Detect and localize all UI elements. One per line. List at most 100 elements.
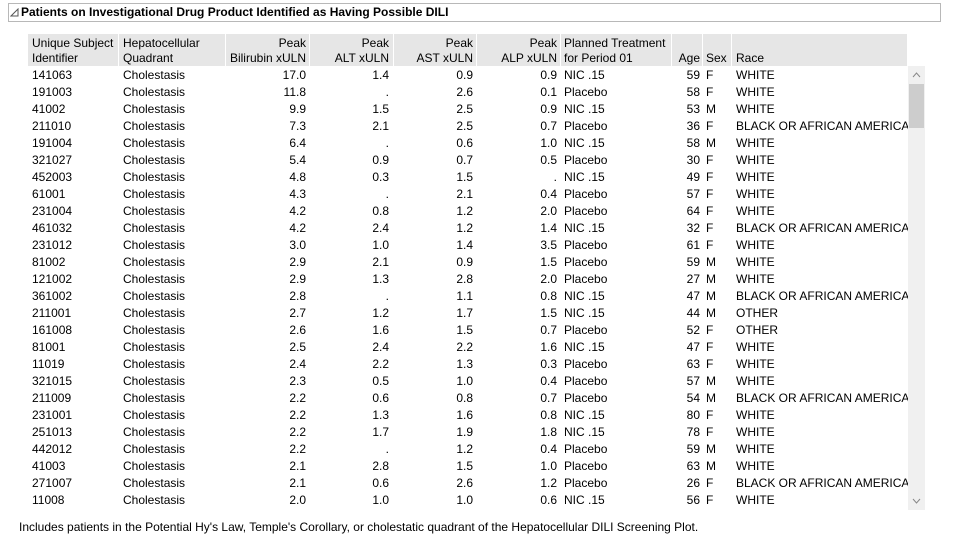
table-cell: Cholestasis bbox=[123, 119, 186, 133]
table-cell: 57 bbox=[686, 374, 700, 388]
table-cell: OTHER bbox=[736, 306, 778, 320]
table-cell: NIC .15 bbox=[564, 408, 605, 422]
table-cell: F bbox=[706, 323, 714, 337]
column-header: Peak bbox=[278, 36, 306, 50]
table-cell: 1.5 bbox=[540, 255, 557, 269]
table-cell: 41003 bbox=[32, 459, 66, 473]
table-cell: 461032 bbox=[32, 221, 73, 235]
table-cell: 1.5 bbox=[456, 170, 473, 184]
table-cell: F bbox=[706, 204, 714, 218]
table-cell: 2.9 bbox=[289, 272, 306, 286]
column-header: Peak bbox=[361, 36, 389, 50]
table-cell: F bbox=[706, 493, 714, 507]
table-cell: 271007 bbox=[32, 476, 73, 490]
table-cell: 26 bbox=[686, 476, 700, 490]
table-cell: 1.3 bbox=[456, 357, 473, 371]
table-cell: 0.4 bbox=[540, 187, 557, 201]
table-cell: 2.8 bbox=[372, 459, 389, 473]
table-cell: 0.6 bbox=[456, 136, 473, 150]
header-cell[interactable] bbox=[119, 34, 225, 66]
table-cell: 0.4 bbox=[540, 442, 557, 456]
table-cell: 6.4 bbox=[289, 136, 306, 150]
table-cell: 63 bbox=[686, 459, 700, 473]
table-cell: 2.6 bbox=[456, 476, 473, 490]
table-cell: F bbox=[706, 221, 714, 235]
table-cell: 54 bbox=[686, 391, 700, 405]
table-cell: 1.5 bbox=[456, 459, 473, 473]
table-cell: 1.3 bbox=[372, 272, 389, 286]
table-cell: M bbox=[706, 255, 716, 269]
table-cell: Placebo bbox=[564, 119, 608, 133]
table-cell: 1.0 bbox=[540, 136, 557, 150]
table-cell: Placebo bbox=[564, 442, 608, 456]
table-cell: 211009 bbox=[32, 391, 72, 405]
table-cell: 1.0 bbox=[456, 493, 473, 507]
table-cell: 2.4 bbox=[372, 340, 389, 354]
disclosure-icon[interactable] bbox=[10, 8, 20, 18]
column-header: Unique Subject bbox=[32, 36, 114, 50]
header-cell[interactable] bbox=[561, 34, 671, 66]
table-cell: 2.1 bbox=[289, 459, 306, 473]
table-cell: . bbox=[385, 85, 389, 99]
table-cell: 2.1 bbox=[456, 187, 473, 201]
header-cell[interactable] bbox=[703, 34, 731, 66]
table-cell: 81001 bbox=[32, 340, 66, 354]
header-cell[interactable] bbox=[226, 34, 309, 66]
table-cell: 2.1 bbox=[372, 255, 389, 269]
header-cell[interactable] bbox=[310, 34, 393, 66]
scroll-down[interactable] bbox=[908, 495, 925, 507]
table-cell: 251013 bbox=[32, 425, 73, 439]
table-cell: 1.0 bbox=[372, 493, 389, 507]
header-cell[interactable] bbox=[732, 34, 907, 66]
table-cell: 1.2 bbox=[456, 221, 473, 235]
table-cell: 47 bbox=[686, 340, 700, 354]
table-cell: F bbox=[706, 357, 714, 371]
table-cell: WHITE bbox=[736, 459, 775, 473]
table-cell: 1.0 bbox=[540, 459, 557, 473]
column-header: for Period 01 bbox=[564, 51, 633, 65]
scroll-thumb[interactable] bbox=[909, 84, 924, 128]
table-cell: F bbox=[706, 187, 714, 201]
table-cell: . bbox=[385, 442, 389, 456]
table-cell: M bbox=[706, 306, 716, 320]
table-cell: Placebo bbox=[564, 153, 608, 167]
table-cell: 0.6 bbox=[372, 391, 389, 405]
table-cell: 2.2 bbox=[289, 391, 306, 405]
table-cell: 1.4 bbox=[456, 238, 473, 252]
column-header: Bilirubin xULN bbox=[229, 51, 306, 65]
table-cell: 0.9 bbox=[456, 255, 473, 269]
header-cell[interactable] bbox=[394, 34, 476, 66]
table-cell: Cholestasis bbox=[123, 238, 186, 252]
table-cell: 231012 bbox=[32, 238, 73, 252]
table-cell: Placebo bbox=[564, 459, 608, 473]
table-cell: 32 bbox=[686, 221, 700, 235]
table-cell: Cholestasis bbox=[123, 272, 186, 286]
table-cell: Placebo bbox=[564, 204, 608, 218]
table-cell: 231004 bbox=[32, 204, 73, 218]
table-cell: F bbox=[706, 425, 714, 439]
column-header: Peak bbox=[445, 36, 473, 50]
table-cell: WHITE bbox=[736, 136, 775, 150]
table-cell: 49 bbox=[686, 170, 700, 184]
table-cell: 1.8 bbox=[540, 425, 557, 439]
header-cell[interactable] bbox=[28, 34, 118, 66]
table-cell: Cholestasis bbox=[123, 306, 186, 320]
table-cell: 41002 bbox=[32, 102, 66, 116]
table-cell: Cholestasis bbox=[123, 493, 186, 507]
table-cell: 80 bbox=[686, 408, 700, 422]
table-cell: 3.5 bbox=[540, 238, 557, 252]
table-cell: BLACK OR AFRICAN AMERICAN bbox=[736, 289, 919, 303]
table-cell: F bbox=[706, 408, 714, 422]
table-cell: 161008 bbox=[32, 323, 73, 337]
table-cell: BLACK OR AFRICAN AMERICAN bbox=[736, 221, 919, 235]
scroll-up[interactable] bbox=[908, 69, 925, 81]
scrollbar[interactable] bbox=[908, 66, 925, 510]
table-cell: 59 bbox=[686, 442, 700, 456]
table-cell: Cholestasis bbox=[123, 374, 186, 388]
header-cell[interactable] bbox=[672, 34, 702, 66]
header-cell[interactable] bbox=[477, 34, 560, 66]
table-cell: 4.2 bbox=[289, 221, 306, 235]
table-cell: Cholestasis bbox=[123, 476, 186, 490]
table-cell: WHITE bbox=[736, 102, 775, 116]
